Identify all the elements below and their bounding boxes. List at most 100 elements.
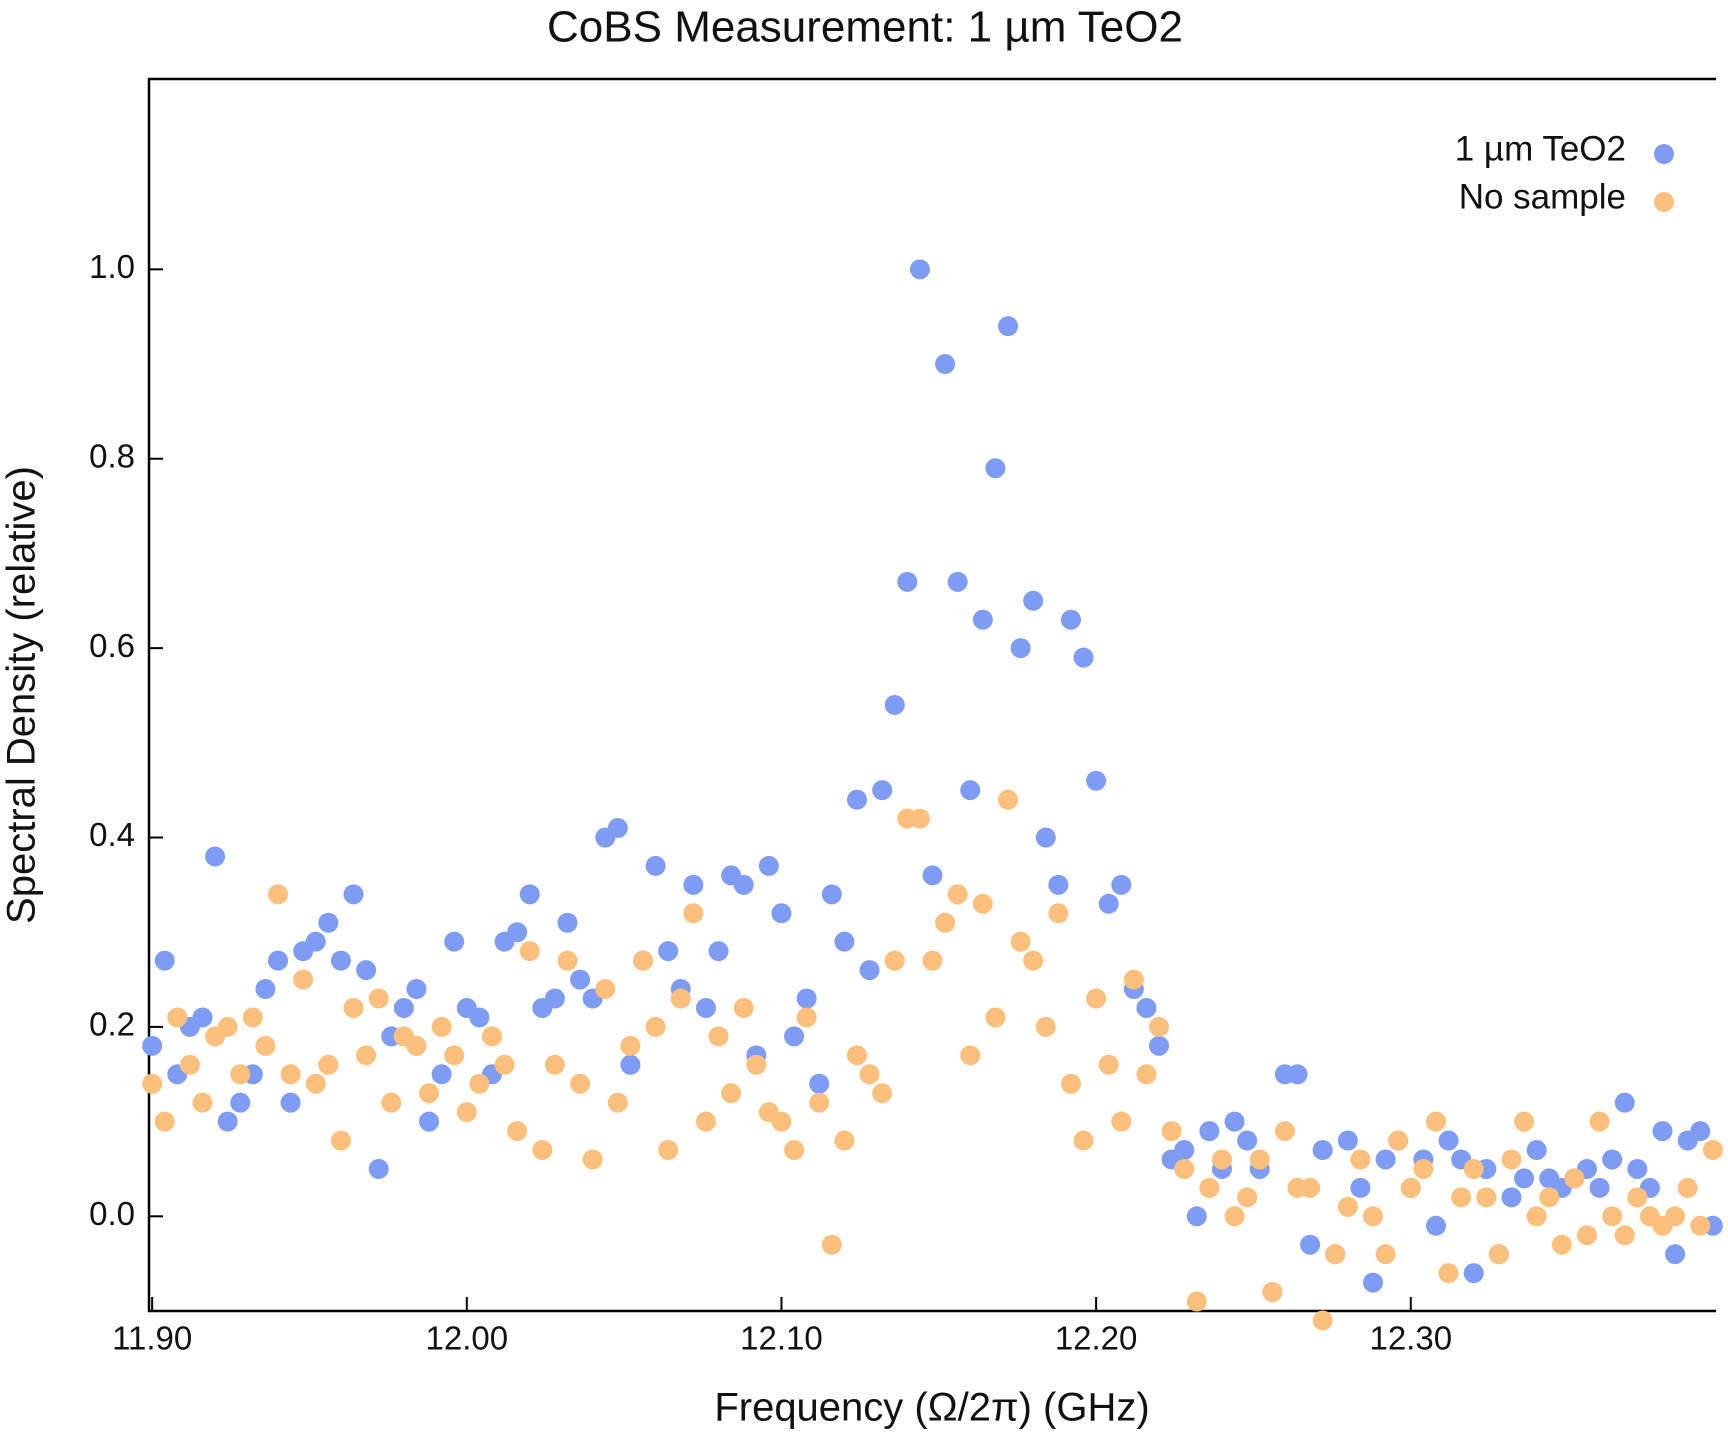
data-point [633, 950, 654, 971]
y-tick-label: 0.4 [89, 816, 135, 853]
data-point [1237, 1130, 1258, 1151]
data-point [859, 960, 880, 981]
data-point [268, 950, 289, 971]
data-point [268, 884, 289, 905]
data-point [519, 884, 540, 905]
data-point [154, 950, 175, 971]
x-axis-label: Frequency (Ω/2π) (GHz) [714, 1386, 1149, 1430]
y-tick-label: 0.0 [89, 1195, 135, 1232]
data-point [1274, 1121, 1295, 1142]
data-point [444, 1045, 465, 1066]
data-point [1249, 1149, 1270, 1170]
data-point [884, 694, 905, 715]
data-point [872, 780, 893, 801]
data-point [1501, 1187, 1522, 1208]
data-point [1589, 1111, 1610, 1132]
data-point [318, 1054, 339, 1075]
data-point [809, 1073, 830, 1094]
data-point [330, 1130, 351, 1151]
data-point [305, 1073, 326, 1094]
data-point [1400, 1177, 1421, 1198]
data-point [1702, 1140, 1723, 1161]
data-point [1451, 1187, 1472, 1208]
data-point [481, 1026, 502, 1047]
data-point [758, 855, 779, 876]
data-point [255, 1035, 276, 1056]
legend-marker [1654, 192, 1674, 212]
data-point [1073, 647, 1094, 668]
data-point [1174, 1140, 1195, 1161]
data-point [1224, 1111, 1245, 1132]
data-point [1514, 1168, 1535, 1189]
data-point [456, 1102, 477, 1123]
data-point [230, 1064, 251, 1085]
data-point [1690, 1121, 1711, 1142]
data-point [1665, 1206, 1686, 1227]
data-point [1425, 1111, 1446, 1132]
data-point [683, 874, 704, 895]
data-point [1123, 969, 1144, 990]
data-point [1199, 1121, 1220, 1142]
data-point [1363, 1206, 1384, 1227]
data-point [607, 818, 628, 839]
data-point [1337, 1196, 1358, 1217]
data-point [544, 988, 565, 1009]
data-point [368, 988, 389, 1009]
data-point [947, 884, 968, 905]
data-point [1463, 1263, 1484, 1284]
data-point [1614, 1225, 1635, 1246]
data-point [1589, 1177, 1610, 1198]
data-point [205, 846, 226, 867]
data-point [645, 1016, 666, 1037]
data-point [972, 609, 993, 630]
data-point [935, 912, 956, 933]
data-point [217, 1111, 238, 1132]
data-point [1149, 1016, 1170, 1037]
data-point [381, 1092, 402, 1113]
data-point [859, 1064, 880, 1085]
data-point [1526, 1206, 1547, 1227]
data-point [142, 1035, 163, 1056]
data-point [1677, 1177, 1698, 1198]
data-point [935, 354, 956, 375]
data-point [834, 1130, 855, 1151]
data-point [721, 1083, 742, 1104]
data-point [607, 1092, 628, 1113]
data-point [1551, 1234, 1572, 1255]
data-point [784, 1140, 805, 1161]
data-point [1375, 1149, 1396, 1170]
data-point [1111, 874, 1132, 895]
data-point [469, 1073, 490, 1094]
data-point [1602, 1149, 1623, 1170]
data-point [985, 1007, 1006, 1028]
data-point [846, 1045, 867, 1066]
data-point [595, 979, 616, 1000]
data-point [293, 969, 314, 990]
data-point [922, 865, 943, 886]
data-point [1350, 1149, 1371, 1170]
data-point [242, 1007, 263, 1028]
data-point [507, 1121, 528, 1142]
data-point [1060, 1073, 1081, 1094]
data-point [532, 1140, 553, 1161]
data-point [406, 979, 427, 1000]
data-point [406, 1035, 427, 1056]
data-point [1186, 1206, 1207, 1227]
data-point [998, 316, 1019, 337]
data-point [897, 571, 918, 592]
y-tick-label: 0.6 [89, 627, 135, 664]
data-point [570, 1073, 591, 1094]
data-point [419, 1083, 440, 1104]
data-point [670, 988, 691, 1009]
data-point [1627, 1158, 1648, 1179]
data-point [1337, 1130, 1358, 1151]
data-point [1048, 903, 1069, 924]
data-point [1098, 1054, 1119, 1075]
data-point [1136, 1064, 1157, 1085]
data-point [280, 1064, 301, 1085]
data-point [796, 1007, 817, 1028]
data-point [1035, 1016, 1056, 1037]
data-point [998, 789, 1019, 810]
data-point [809, 1092, 830, 1113]
data-point [960, 780, 981, 801]
